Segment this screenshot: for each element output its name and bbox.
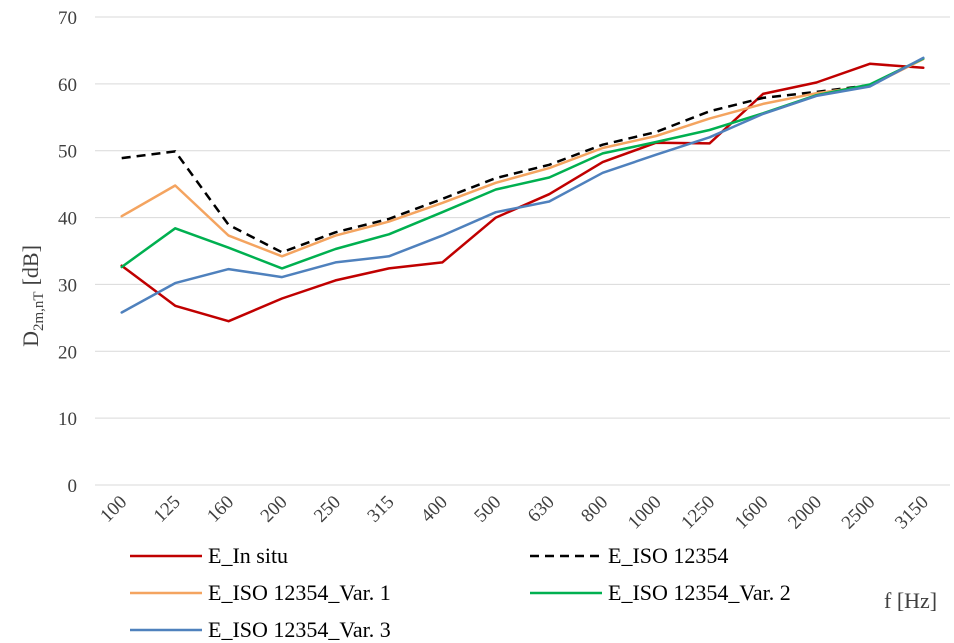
x-tick-label: 1250 xyxy=(677,492,719,534)
x-tick-label: 500 xyxy=(470,492,505,527)
y-axis-label: D2m,nT [dB] xyxy=(18,245,47,347)
y-axis-label-base: D xyxy=(18,331,43,347)
x-tick-label: 630 xyxy=(524,492,559,527)
series-line-2 xyxy=(120,57,925,258)
y-tick-label: 10 xyxy=(58,409,77,430)
x-tick-label: 315 xyxy=(363,492,398,527)
y-tick-label: 20 xyxy=(58,342,77,363)
x-tick-label: 2500 xyxy=(838,492,880,534)
x-tick-label: 250 xyxy=(310,492,345,527)
series-line-3 xyxy=(120,57,925,270)
legend-label-1: E_ISO 12354 xyxy=(608,543,728,568)
series-line-4 xyxy=(120,56,925,314)
series-lines xyxy=(120,56,925,323)
y-tick-label: 40 xyxy=(58,209,77,230)
x-tick-label: 100 xyxy=(96,492,131,527)
x-tick-label: 125 xyxy=(150,492,185,527)
y-axis-label-unit: [dB] xyxy=(18,245,43,285)
gridlines xyxy=(95,16,950,486)
x-tick-label: 200 xyxy=(257,492,292,527)
legend-label-2: E_ISO 12354_Var. 1 xyxy=(208,580,391,605)
y-axis-ticks: 0 10 20 30 40 50 60 70 xyxy=(58,8,77,497)
x-axis-label: f [Hz] xyxy=(884,588,937,613)
x-tick-label: 2000 xyxy=(784,492,826,534)
y-tick-label: 30 xyxy=(58,275,77,296)
y-tick-label: 50 xyxy=(58,142,77,163)
legend-label-4: E_ISO 12354_Var. 3 xyxy=(208,617,391,642)
x-axis-ticks: 100 125 160 200 250 315 400 500 630 800 1000 1250 16… xyxy=(96,492,933,534)
x-tick-label: 800 xyxy=(577,492,612,527)
y-tick-label: 70 xyxy=(58,8,77,29)
y-tick-label: 60 xyxy=(58,75,77,96)
x-tick-label: 1600 xyxy=(731,492,773,534)
legend: E_In situ E_ISO 12354 E_ISO 12354_Var. 1 E_… xyxy=(130,543,791,642)
series-line-1 xyxy=(121,57,924,254)
x-tick-label: 160 xyxy=(203,492,238,527)
y-axis-label-subscript: 2m,nT xyxy=(31,291,47,331)
series-line-0 xyxy=(120,62,925,323)
x-tick-label: 3150 xyxy=(891,492,933,534)
legend-label-0: E_In situ xyxy=(208,543,288,568)
x-tick-label: 400 xyxy=(417,492,452,527)
x-tick-label: 1000 xyxy=(624,492,666,534)
y-tick-label: 0 xyxy=(68,476,78,497)
legend-label-3: E_ISO 12354_Var. 2 xyxy=(608,580,791,605)
